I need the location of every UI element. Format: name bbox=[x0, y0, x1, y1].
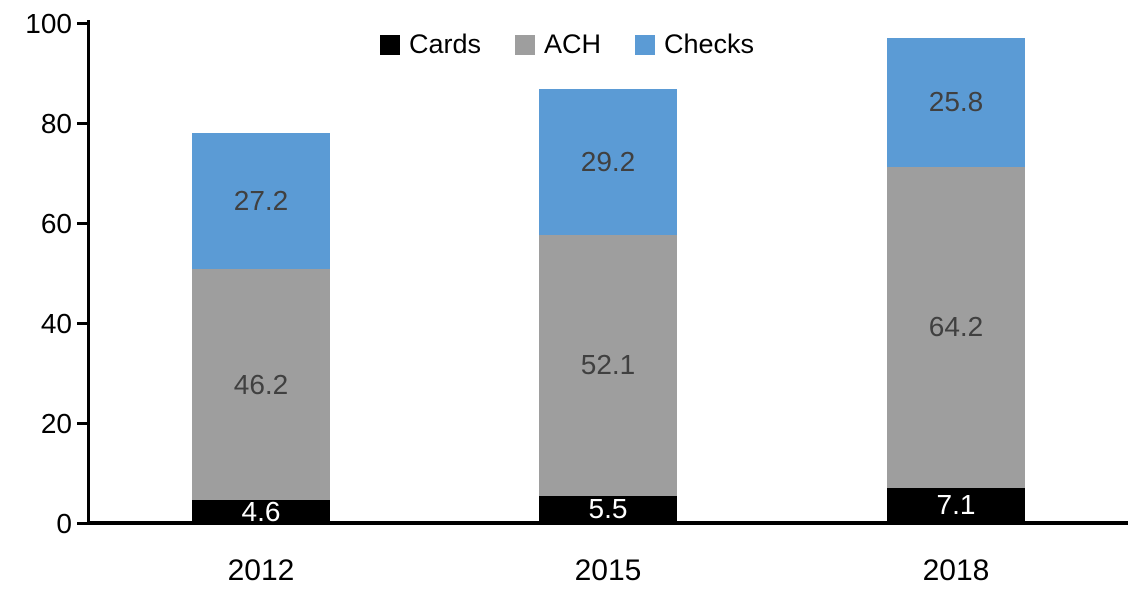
y-tick-label: 40 bbox=[40, 308, 72, 339]
y-tick-mark bbox=[77, 422, 90, 425]
legend-label-cards: Cards bbox=[408, 29, 481, 59]
y-tick-label: 60 bbox=[40, 208, 72, 239]
segment-ach-2018: 64.2 bbox=[887, 166, 1025, 488]
data-label-ach-2012: 46.2 bbox=[233, 368, 289, 400]
segment-checks-2012: 27.2 bbox=[192, 133, 330, 269]
segment-checks-2018: 25.8 bbox=[887, 37, 1025, 167]
data-label-cards-2018: 7.1 bbox=[936, 489, 976, 521]
y-tick-label: 100 bbox=[25, 8, 72, 39]
x-axis bbox=[87, 521, 1128, 525]
data-label-ach-2015: 52.1 bbox=[580, 349, 636, 381]
segment-cards-2012: 4.6 bbox=[192, 495, 330, 527]
y-tick-label: 80 bbox=[40, 108, 72, 139]
segment-ach-2015: 52.1 bbox=[539, 235, 677, 496]
x-tick-label-2018: 2018 bbox=[922, 554, 990, 587]
data-label-checks-2015: 29.2 bbox=[580, 146, 636, 177]
y-tick-label: 0 bbox=[56, 508, 72, 539]
y-tick-mark bbox=[77, 222, 90, 225]
x-tick-label-2012: 2012 bbox=[227, 554, 295, 587]
segment-ach-2012: 46.2 bbox=[192, 269, 330, 500]
legend-item-ach: ACH bbox=[514, 29, 601, 59]
legend-label-checks: Checks bbox=[664, 29, 755, 59]
data-label-checks-2012: 27.2 bbox=[233, 185, 289, 216]
y-tick-mark bbox=[77, 522, 90, 525]
y-axis bbox=[87, 20, 90, 525]
data-label-ach-2018: 64.2 bbox=[928, 311, 984, 342]
y-tick-mark bbox=[77, 22, 90, 25]
ach-legend-swatch-icon bbox=[514, 34, 535, 55]
data-label-cards-2012: 4.6 bbox=[241, 495, 281, 527]
x-tick-label-2015: 2015 bbox=[574, 554, 642, 587]
checks-legend-swatch-icon bbox=[635, 34, 655, 55]
data-label-cards-2015: 5.5 bbox=[588, 493, 628, 525]
legend-item-cards: Cards bbox=[379, 29, 481, 59]
legend-label-ach: ACH bbox=[543, 29, 601, 59]
segment-checks-2015: 29.2 bbox=[539, 89, 677, 235]
cards-legend-swatch-icon bbox=[379, 34, 400, 55]
data-label-checks-2018: 25.8 bbox=[928, 86, 984, 117]
y-tick-label: 20 bbox=[40, 408, 72, 439]
segment-cards-2015: 5.5 bbox=[539, 493, 677, 525]
y-tick-mark bbox=[77, 122, 90, 125]
segment-cards-2018: 7.1 bbox=[887, 487, 1025, 523]
legend-item-checks: Checks bbox=[635, 31, 754, 58]
y-tick-mark bbox=[77, 322, 90, 325]
